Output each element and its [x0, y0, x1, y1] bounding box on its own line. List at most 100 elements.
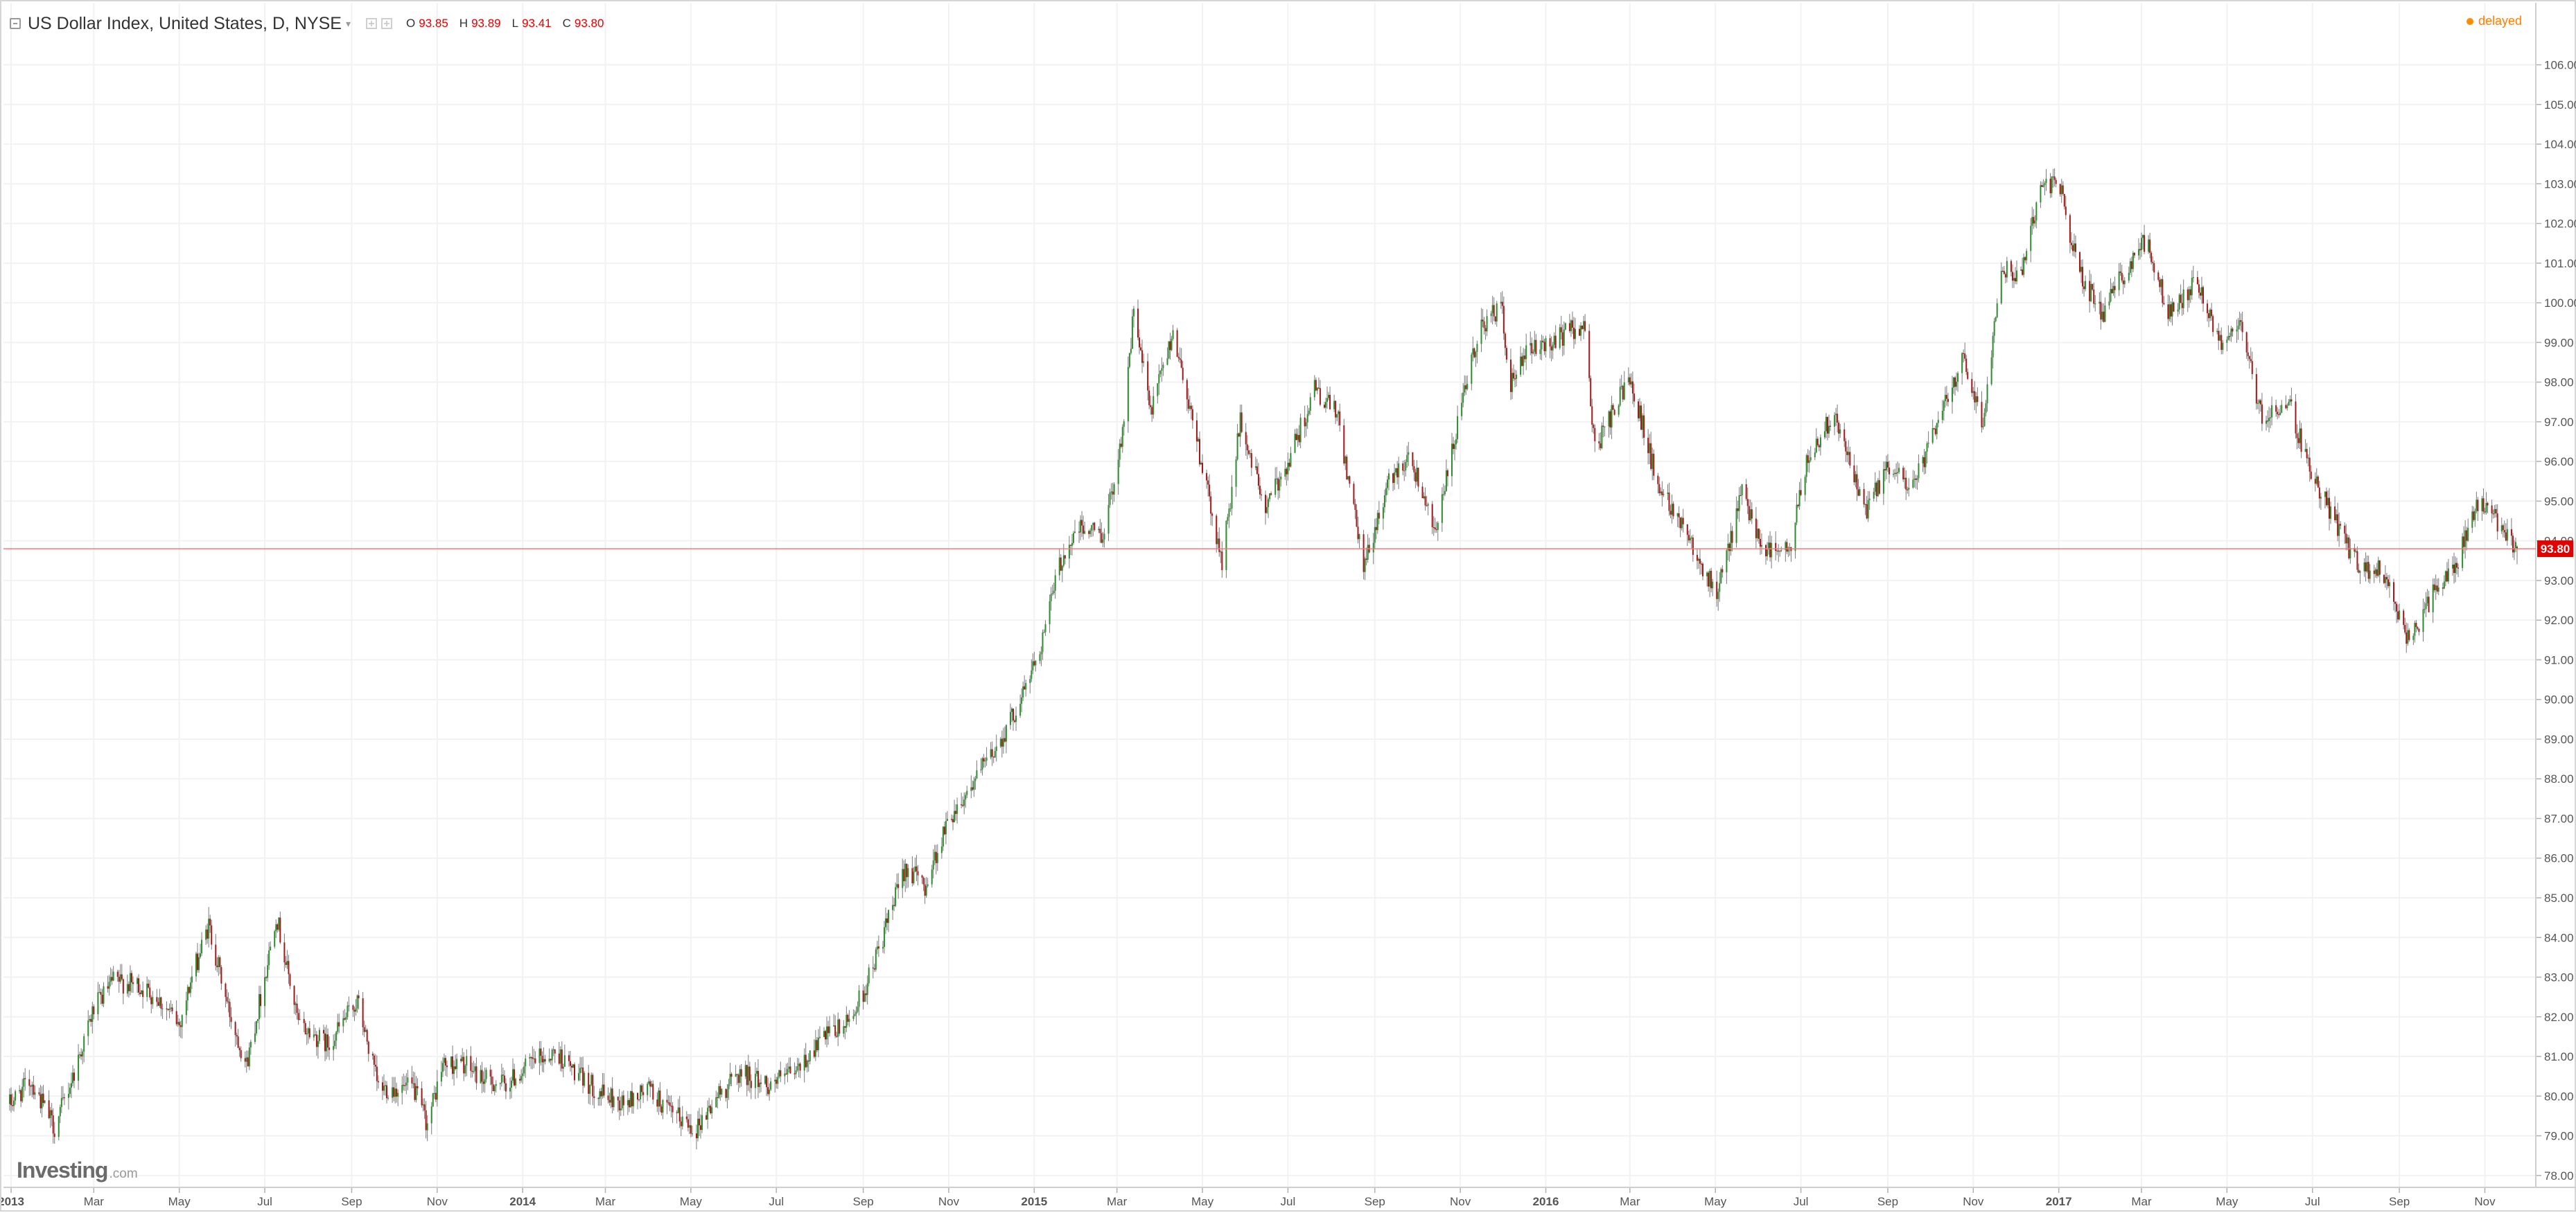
candle-up [913, 871, 915, 884]
candle-up [345, 1017, 347, 1020]
candle-down [2503, 530, 2505, 533]
candle-down [160, 997, 162, 1009]
candle-up [1455, 439, 1457, 445]
y-tick-label: 97.00 [2544, 416, 2574, 429]
candle-up [1992, 335, 1994, 357]
candle-up [1660, 491, 1662, 494]
candle-down [2356, 551, 2358, 570]
close-icon[interactable] [381, 18, 392, 29]
candle-up [1990, 357, 1992, 384]
candle-up [2471, 511, 2473, 528]
candle-up [2101, 311, 2103, 320]
candle-down [367, 1041, 369, 1054]
candle-down [1241, 412, 1243, 432]
candle-up [1274, 478, 1277, 495]
x-tick-label: Mar [2131, 1195, 2152, 1208]
y-tick-label: 84.00 [2544, 931, 2574, 944]
candle-down [2189, 289, 2191, 296]
candle-down [1473, 348, 1475, 357]
candle-up [333, 1046, 335, 1050]
candle-down [1081, 520, 1083, 526]
candle-up [44, 1100, 46, 1104]
candle-up [621, 1095, 623, 1108]
candle-up [2324, 491, 2326, 497]
candle-down [813, 1050, 815, 1057]
candle-up [864, 993, 866, 1002]
candle-down [2232, 328, 2234, 332]
candle-up [1464, 385, 1466, 393]
x-tick-label: May [1704, 1195, 1727, 1208]
candle-down [2396, 603, 2398, 612]
candle-up [152, 997, 154, 1004]
candle-down [2100, 301, 2102, 320]
candle-down [2516, 547, 2518, 549]
y-tick-label: 103.00 [2544, 177, 2576, 191]
candle-up [1107, 505, 1110, 534]
y-tick-label: 99.00 [2544, 336, 2574, 349]
candle-down [1974, 391, 1976, 402]
candle-up [1972, 391, 1974, 393]
candle-up [1931, 428, 1934, 443]
candle-up [1532, 351, 1534, 354]
candle-up [1294, 434, 1296, 453]
candle-down [1843, 429, 1846, 441]
candle-down [142, 990, 144, 998]
candle-down [1853, 465, 1855, 483]
candle-up [823, 1031, 825, 1037]
candle-down [1140, 347, 1142, 351]
candle-up [2030, 225, 2032, 251]
candle-up [1541, 340, 1543, 350]
settings-icon[interactable] [366, 18, 377, 29]
candle-up [1010, 708, 1013, 712]
candle-up [392, 1087, 394, 1098]
candle-down [1277, 478, 1279, 491]
candle-down [568, 1055, 570, 1061]
candle-up [1367, 544, 1369, 560]
candle-down [2245, 332, 2248, 353]
candle-down [1246, 444, 1248, 451]
candle-down [1396, 468, 1399, 477]
candle-down [1678, 513, 1680, 517]
candle-up [1316, 387, 1318, 391]
candle-down [1830, 425, 1832, 427]
collapse-icon[interactable] [10, 18, 21, 29]
candle-down [1866, 504, 1868, 519]
candle-up [1454, 444, 1456, 450]
chevron-down-icon[interactable]: ▾ [345, 17, 351, 29]
candle-down [121, 974, 123, 980]
candle-up [1627, 377, 1629, 382]
candle-up [711, 1107, 713, 1114]
candle-up [512, 1069, 514, 1081]
candle-down [2337, 514, 2339, 536]
candle-down [314, 1034, 316, 1036]
candle-down [1270, 493, 1272, 495]
candle-up [985, 757, 988, 761]
candle-down [452, 1056, 454, 1074]
candle-down [1740, 495, 1742, 497]
symbol-title[interactable]: US Dollar Index, United States, D, NYSE [28, 13, 342, 33]
candle-down [2290, 399, 2293, 402]
logo-suffix-text: .com [109, 1167, 138, 1181]
candle-down [196, 953, 198, 971]
candle-up [1956, 382, 1958, 387]
candle-down [1501, 301, 1503, 306]
candle-down [2229, 336, 2231, 337]
candle-up [326, 1034, 328, 1052]
candle-up [1427, 504, 1429, 506]
candle-down [2314, 479, 2316, 484]
candle-up [62, 1097, 64, 1099]
candle-down [1295, 434, 1297, 441]
candle-up [1254, 466, 1256, 468]
candle-up [1249, 453, 1251, 454]
candle-up [833, 1025, 835, 1027]
candle-down [1581, 326, 1584, 329]
candle-up [647, 1083, 649, 1095]
candle-down [593, 1096, 595, 1098]
candle-down [2383, 574, 2385, 583]
candle-up [1608, 411, 1610, 427]
candle-up [707, 1108, 709, 1120]
candle-down [2250, 359, 2252, 362]
candle-up [1601, 425, 1603, 448]
candle-up [365, 1029, 367, 1032]
